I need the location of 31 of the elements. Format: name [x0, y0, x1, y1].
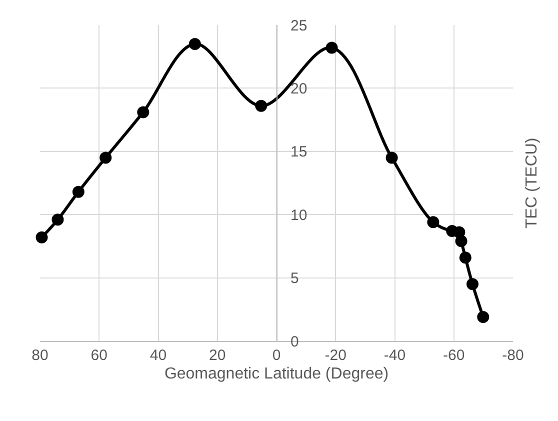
y-tick-label: 5 — [290, 270, 299, 288]
y-axis-title: TEC (TECU) — [524, 138, 540, 228]
point — [255, 100, 268, 112]
y-tick-label: 10 — [290, 206, 308, 224]
y-tick-label: 0 — [290, 333, 299, 350]
x-tick-label: -40 — [384, 347, 406, 364]
point — [466, 278, 478, 290]
point — [36, 231, 48, 244]
point — [326, 42, 338, 54]
point — [459, 252, 472, 264]
x-tick-label: -80 — [502, 347, 524, 364]
point — [137, 106, 150, 118]
x-tick-label: 40 — [150, 347, 167, 364]
y-tick-label: 25 — [290, 17, 308, 34]
x-tick-label: 60 — [90, 347, 108, 364]
x-tick-label: 20 — [209, 347, 226, 364]
point — [188, 38, 201, 50]
point — [427, 216, 440, 228]
y-tick-label: 20 — [290, 80, 308, 98]
point — [72, 186, 84, 198]
point — [455, 235, 468, 248]
x-axis-title: Geomagnetic Latitude (Degree) — [164, 366, 389, 383]
point — [386, 152, 398, 164]
point — [52, 214, 64, 226]
point — [100, 152, 112, 164]
point — [477, 310, 490, 323]
x-tick-label: 80 — [32, 347, 48, 364]
y-tick-label: 15 — [290, 144, 308, 161]
x-tick-label: -20 — [324, 347, 346, 364]
x-tick-label: 0 — [272, 347, 281, 364]
x-tick-label: -60 — [443, 347, 465, 364]
